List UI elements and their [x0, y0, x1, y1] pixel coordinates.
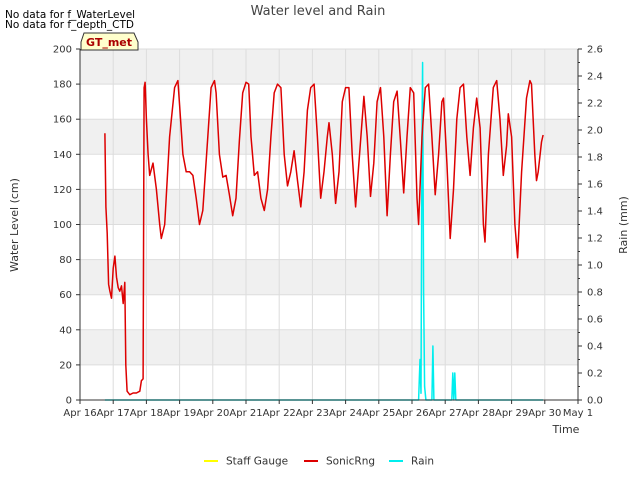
y-tick-label-right: 2.4 [587, 72, 603, 83]
x-tick-label: Apr 16 [63, 408, 96, 419]
gridlines [79, 48, 579, 401]
no-data-note-2: No data for f_depth_CTD [5, 19, 134, 31]
no-data-note-1: No data for f_WaterLevel [5, 9, 135, 21]
y-tick-label-right: 0.8 [587, 288, 603, 299]
legend-label: SonicRng [326, 456, 375, 468]
y-tick-label-left: 200 [53, 45, 72, 56]
y-tick-label-right: 0.2 [587, 369, 603, 380]
x-tick-label: Apr 27 [429, 408, 462, 419]
y-tick-label-left: 100 [53, 220, 72, 231]
y-tick-label-right: 1.6 [587, 180, 603, 191]
y-tick-label-left: 160 [53, 115, 72, 126]
y-tick-label-right: 0.6 [587, 315, 603, 326]
x-tick-label: Apr 21 [229, 408, 262, 419]
y-tick-label-left: 40 [59, 325, 72, 336]
series-line-sonicrng [104, 79, 544, 396]
x-tick-label: Apr 25 [362, 408, 395, 419]
y-tick-label-left: 180 [53, 80, 72, 91]
y-tick-label-left: 140 [53, 150, 72, 161]
x-tick-label: Apr 20 [196, 408, 229, 419]
gt-met-badge-label: GT_met [86, 36, 132, 49]
x-tick-label: Apr 29 [495, 408, 528, 419]
grid-band [80, 329, 578, 365]
y-tick-label-right: 0.0 [587, 396, 603, 407]
y-axis-label-left: Water Level (cm) [8, 178, 21, 272]
grid-band [80, 189, 578, 225]
legend: Staff Gauge SonicRng Rain [204, 456, 434, 468]
legend-label: Staff Gauge [226, 456, 288, 468]
x-tick-label: Apr 24 [329, 408, 362, 419]
y-tick-label-right: 2.0 [587, 126, 603, 137]
x-tick-label: Apr 18 [130, 408, 163, 419]
axes: Apr 16 Apr 17 Apr 18 Apr 19 Apr 20 Apr 21 Apr … [53, 45, 603, 420]
y-tick-label-right: 2.2 [587, 99, 603, 110]
y-tick-label-left: 20 [59, 360, 72, 371]
x-tick-label: Apr 22 [263, 408, 296, 419]
y-tick-label-right: 0.4 [587, 342, 603, 353]
y-tick-label-left: 0 [66, 396, 72, 407]
x-tick-label: Apr 26 [395, 408, 428, 419]
grid-band [80, 49, 578, 85]
x-tick-label: Apr 17 [97, 408, 130, 419]
y-tick-label-left: 120 [53, 185, 72, 196]
x-tick-label: Apr 19 [163, 408, 196, 419]
y-tick-label-right: 1.4 [587, 207, 603, 218]
grid-band [80, 259, 578, 295]
y-tick-label-left: 60 [59, 290, 72, 301]
legend-label: Rain [411, 456, 434, 468]
y-tick-label-right: 1.2 [587, 234, 603, 245]
y-tick-label-left: 80 [59, 255, 72, 266]
gt-met-badge: GT_met [80, 32, 139, 51]
chart-title: Water level and Rain [251, 4, 386, 19]
y-axis-label-right: Rain (mm) [617, 196, 630, 254]
x-tick-label: Apr 30 [528, 408, 561, 419]
x-tick-label: Apr 23 [296, 408, 329, 419]
x-axis-label: Time [552, 423, 580, 436]
y-tick-label-right: 2.6 [587, 45, 603, 56]
x-tick-label: Apr 28 [462, 408, 495, 419]
y-tick-label-right: 1.0 [587, 261, 603, 272]
y-tick-label-right: 1.8 [587, 153, 603, 164]
x-tick-label: May 1 [563, 408, 593, 419]
